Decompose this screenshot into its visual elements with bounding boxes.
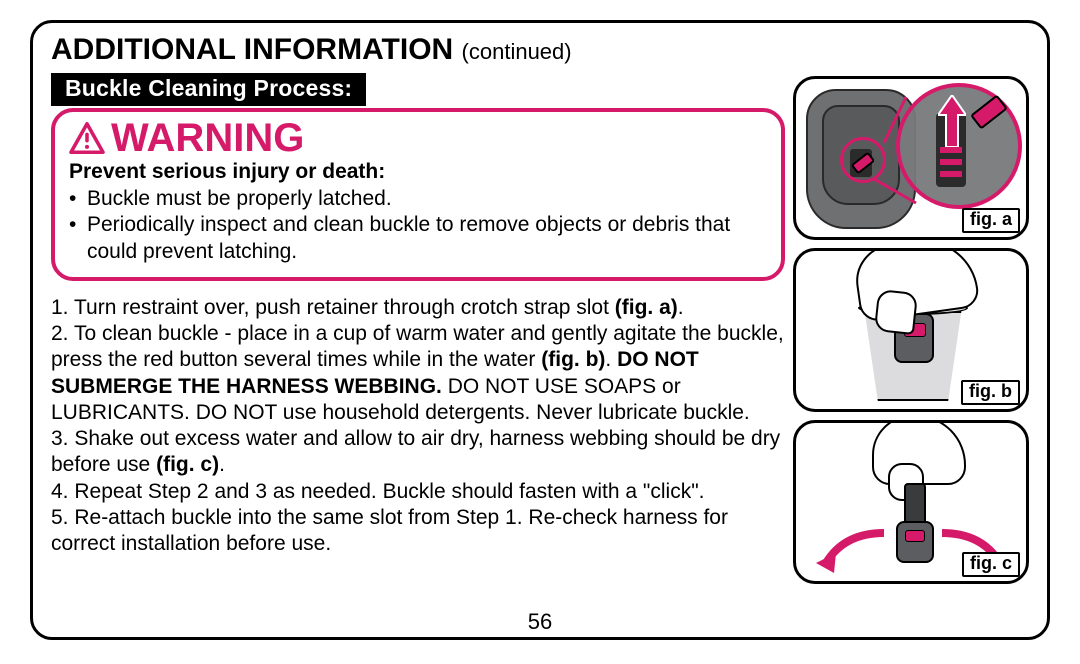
dash-icon [940, 147, 962, 153]
dash-icon [940, 159, 962, 165]
instruction-steps: 1. Turn restraint over, push retainer th… [51, 281, 785, 558]
header: ADDITIONAL INFORMATION (continued) [33, 23, 1047, 71]
warning-triangle-icon [69, 122, 105, 154]
buckle-button-icon [905, 530, 925, 542]
step-1-fig: (fig. a) [615, 296, 678, 319]
step-1a: 1. Turn restraint over, push retainer th… [51, 296, 615, 319]
section-subtitle: Buckle Cleaning Process: [51, 73, 366, 106]
title-continued: (continued) [462, 39, 572, 64]
step-4: 4. Repeat Step 2 and 3 as needed. Buckle… [51, 480, 704, 503]
bullet-icon [69, 186, 87, 212]
buckle-icon [896, 521, 934, 563]
warning-heading: WARNING [69, 118, 767, 158]
figure-a-label: fig. a [962, 208, 1020, 233]
warning-box: WARNING Prevent serious injury or death:… [51, 108, 785, 281]
buckle-retainer-large-icon [970, 94, 1008, 129]
dash-icon [940, 171, 962, 177]
warning-prevent: Prevent serious injury or death: [69, 158, 767, 184]
figure-a: fig. a [793, 76, 1029, 240]
page-number: 56 [33, 609, 1047, 635]
figure-c-label: fig. c [962, 552, 1020, 577]
magnifier-large-icon [896, 83, 1022, 209]
step-2c: . [605, 348, 617, 371]
curved-arrow-left-icon [814, 523, 894, 573]
step-3-fig: (fig. c) [156, 453, 219, 476]
step-1c: . [678, 296, 684, 319]
title-main: ADDITIONAL INFORMATION [51, 33, 453, 66]
figure-b-label: fig. b [961, 380, 1020, 405]
warning-bullet-2: Periodically inspect and clean buckle to… [87, 212, 767, 265]
step-5: 5. Re-attach buckle into the same slot f… [51, 506, 728, 555]
figure-c: fig. c [793, 420, 1029, 584]
figures-column: fig. a fig. b [793, 106, 1029, 592]
warning-label: WARNING [111, 118, 304, 158]
figure-b: fig. b [793, 248, 1029, 412]
arrow-up-icon [938, 95, 966, 147]
content-row: WARNING Prevent serious injury or death:… [33, 106, 1047, 592]
header-title: ADDITIONAL INFORMATION (continued) [51, 33, 572, 66]
warning-bullet-1: Buckle must be properly latched. [87, 186, 392, 212]
step-2-fig: (fig. b) [541, 348, 605, 371]
step-3c: . [219, 453, 225, 476]
bullet-icon [69, 212, 87, 265]
thumb-icon [874, 289, 918, 335]
left-column: WARNING Prevent serious injury or death:… [51, 106, 793, 592]
manual-page: ADDITIONAL INFORMATION (continued) Buckl… [30, 20, 1050, 640]
warning-bullets: Buckle must be properly latched. Periodi… [69, 184, 767, 265]
